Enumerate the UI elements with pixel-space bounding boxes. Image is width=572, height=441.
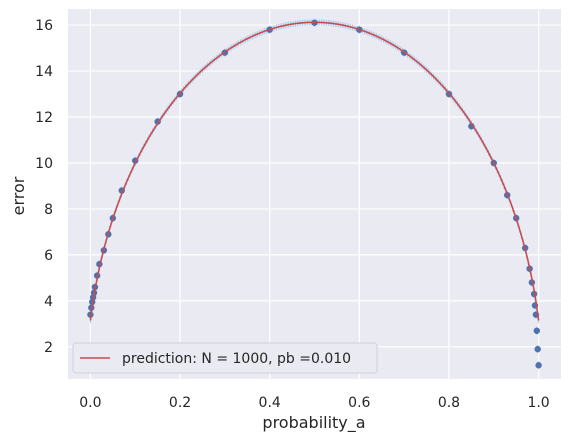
y-axis-label: error: [9, 176, 28, 215]
data-point: [533, 327, 540, 334]
x-tick-label: 0.6: [348, 395, 370, 411]
y-tick-label: 12: [35, 110, 53, 126]
y-tick-label: 10: [35, 156, 53, 172]
legend: prediction: N = 1000, pb =0.010: [72, 342, 378, 374]
y-tick-label: 14: [35, 64, 53, 80]
x-tick-label: 1.0: [527, 395, 549, 411]
legend-box: [72, 342, 378, 374]
y-tick-label: 2: [44, 340, 53, 356]
data-point: [535, 362, 542, 369]
y-tick-label: 16: [35, 18, 53, 34]
y-tick-labels: 2 4 6 8 10 12 14 16: [35, 18, 53, 356]
legend-label: prediction: N = 1000, pb =0.010: [122, 351, 351, 367]
data-point: [534, 345, 541, 353]
x-tick-label: 0.4: [259, 395, 281, 411]
y-tick-label: 8: [44, 202, 53, 218]
x-tick-label: 0.0: [79, 395, 101, 411]
prediction-line: [89, 21, 540, 321]
x-tick-labels: 0.0 0.2 0.4 0.6 0.8 1.0: [79, 395, 549, 411]
plot-background: [68, 9, 561, 379]
x-axis-label: probability_a: [262, 413, 365, 433]
x-tick-label: 0.2: [169, 395, 191, 411]
y-tick-label: 6: [44, 248, 53, 264]
x-tick-label: 0.8: [438, 395, 460, 411]
y-tick-label: 4: [44, 294, 53, 310]
